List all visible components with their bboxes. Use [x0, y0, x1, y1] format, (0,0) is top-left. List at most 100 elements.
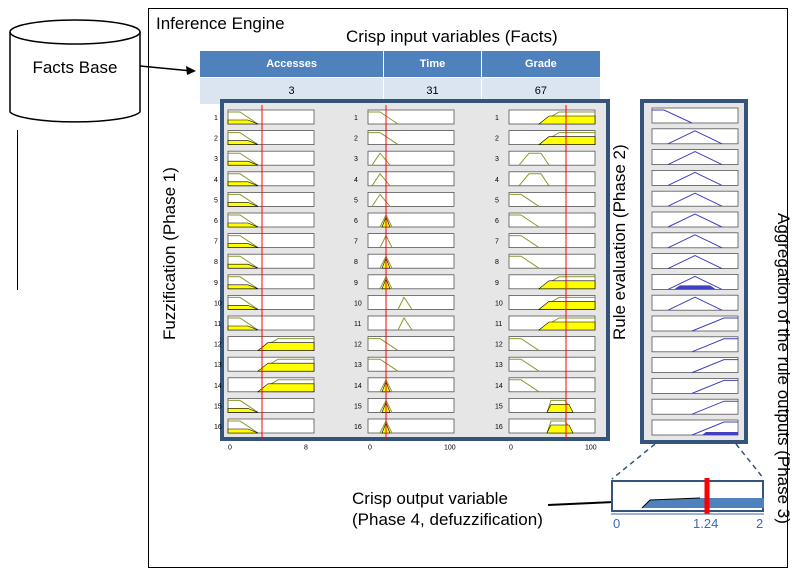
membership-fill	[227, 160, 259, 166]
membership-plot	[367, 315, 455, 331]
rule-number: 6	[495, 218, 499, 225]
membership-fill	[227, 181, 259, 187]
rule-number: 4	[214, 177, 218, 184]
membership-fill	[227, 325, 259, 331]
membership-curve	[368, 358, 399, 372]
rule-number: 15	[354, 403, 362, 410]
inference-engine-frame	[148, 8, 788, 568]
membership-plot	[508, 336, 596, 352]
axis-min-label: 0	[368, 445, 372, 452]
membership-curve	[228, 399, 259, 413]
membership-plot	[508, 150, 596, 166]
membership-curve	[228, 317, 259, 331]
rule-number: 10	[354, 300, 362, 307]
membership-fill	[257, 342, 315, 351]
rule-number: 4	[495, 177, 499, 184]
rule-number: 8	[495, 259, 499, 266]
rule-number: 13	[354, 362, 362, 369]
membership-curve	[228, 214, 259, 228]
rule-number: 9	[495, 280, 499, 287]
rule-number: 5	[214, 197, 218, 204]
membership-plot	[367, 377, 455, 393]
rule-output-plot	[651, 377, 739, 394]
rule-number: 12	[214, 342, 222, 349]
rule-output-curve	[691, 317, 738, 332]
rule-output-plot	[651, 398, 739, 415]
membership-fill	[257, 362, 315, 372]
rule-number: 9	[354, 280, 358, 287]
rule-number: 14	[354, 383, 362, 390]
rule-number: 8	[214, 259, 218, 266]
rule-number: 16	[495, 424, 503, 431]
rule-output-fill	[674, 285, 716, 290]
rule-output-curve	[667, 234, 723, 249]
membership-curve	[397, 317, 413, 331]
membership-plot	[367, 150, 455, 166]
membership-curve	[397, 296, 413, 310]
membership-plot	[367, 397, 455, 413]
axis-max-label: 100	[585, 445, 597, 452]
rule-number: 14	[495, 383, 503, 390]
membership-plot	[367, 253, 455, 269]
rule-number: 3	[354, 156, 358, 163]
axis-min-label: 0	[509, 445, 513, 452]
membership-curve	[228, 132, 259, 146]
membership-plot	[367, 356, 455, 372]
rule-number: 8	[354, 259, 358, 266]
rule-output-plot	[651, 169, 739, 186]
rule-number: 15	[214, 403, 222, 410]
membership-curve	[509, 379, 540, 393]
membership-curve	[371, 172, 391, 187]
rule-number: 3	[495, 156, 499, 163]
membership-curve	[509, 235, 540, 249]
output-tick-value: 1.24	[693, 516, 719, 531]
membership-curve	[509, 214, 540, 228]
rule-number: 10	[214, 300, 222, 307]
membership-curve	[228, 152, 259, 166]
rule-number: 7	[214, 239, 218, 246]
membership-fill	[227, 263, 259, 269]
membership-fill	[257, 383, 315, 393]
rule-number: 10	[495, 300, 503, 307]
rule-output-curve	[667, 296, 723, 311]
membership-curve	[228, 255, 259, 269]
output-area	[613, 498, 764, 508]
membership-plot	[508, 356, 596, 372]
rule-number: 11	[495, 321, 502, 328]
rule-output-curve	[667, 151, 723, 166]
column-header: Grade	[480, 50, 602, 78]
rule-output-curve	[667, 275, 723, 290]
column-header: Time	[383, 50, 482, 78]
membership-fill	[227, 202, 259, 207]
rule-output-curve	[667, 171, 723, 186]
rule-output-plot	[651, 419, 739, 436]
membership-fill	[538, 301, 596, 310]
membership-plot	[367, 171, 455, 187]
rule-number: 11	[354, 321, 361, 328]
rule-output-fill	[702, 432, 738, 435]
membership-curve	[228, 173, 259, 187]
rule-number: 1	[214, 115, 218, 122]
left-border-line	[17, 130, 18, 290]
rule-output-plot	[651, 128, 739, 145]
membership-curve	[228, 276, 259, 290]
membership-plot	[508, 212, 596, 228]
membership-fill	[538, 321, 596, 331]
membership-curve	[368, 111, 399, 125]
rule-number: 2	[495, 136, 499, 143]
rule-number: 9	[214, 280, 218, 287]
output-tick-max: 2	[756, 516, 764, 531]
membership-plot	[367, 336, 455, 352]
membership-plot	[508, 191, 596, 207]
membership-fill	[227, 222, 259, 228]
output-tick-min: 0	[613, 516, 621, 531]
membership-fill	[538, 280, 596, 290]
membership-plot	[367, 274, 455, 290]
rule-output-plot	[651, 315, 739, 332]
membership-plot	[508, 233, 596, 249]
rule-output-curve	[691, 421, 738, 436]
membership-plot	[508, 377, 596, 393]
membership-plot	[367, 418, 455, 434]
